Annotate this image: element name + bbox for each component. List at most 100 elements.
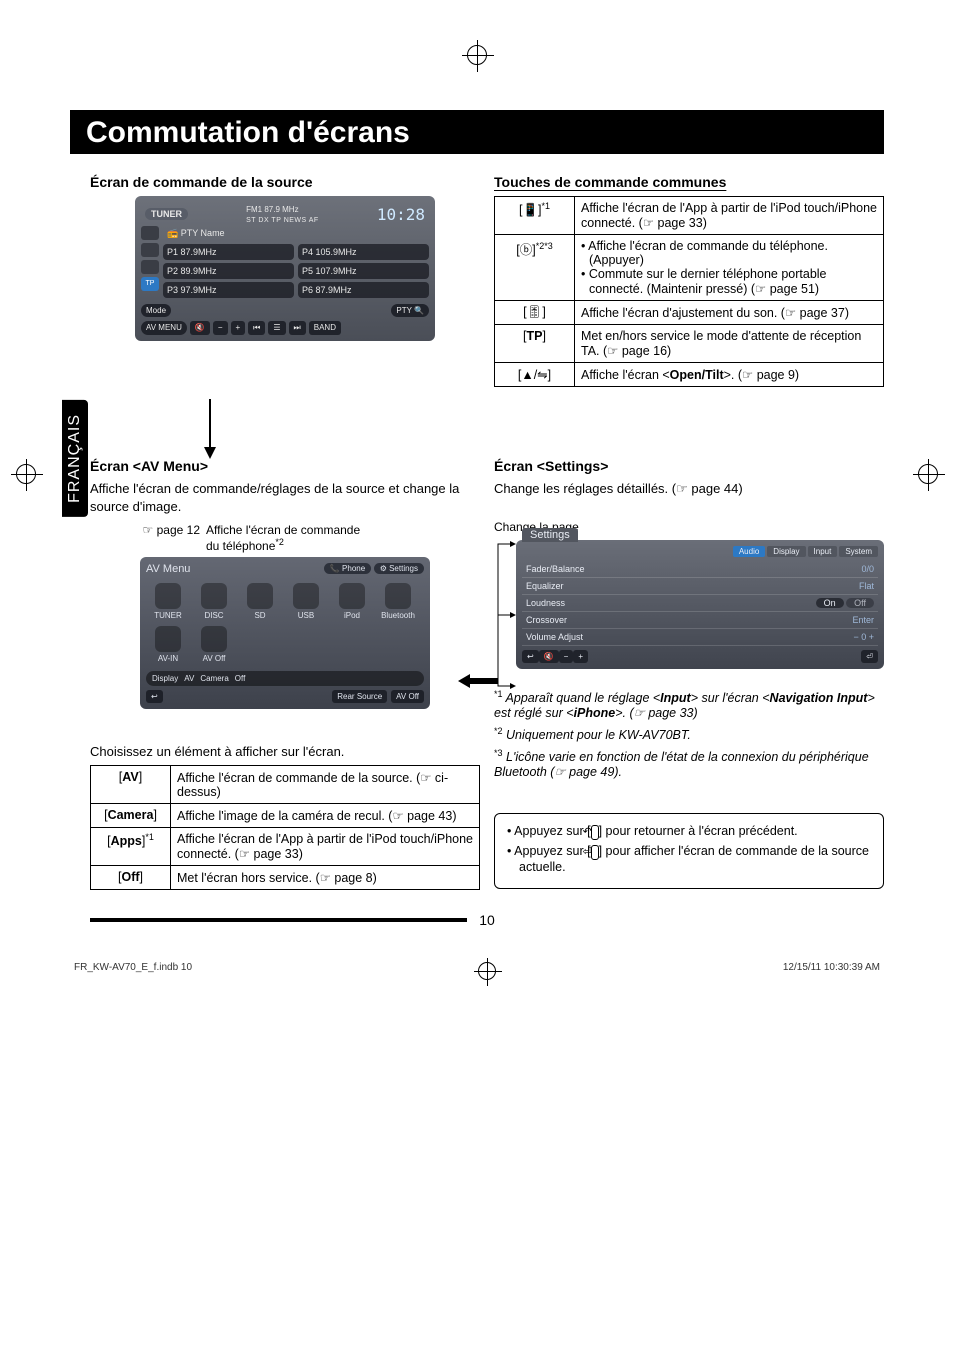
choose-item-line: Choisissez un élément à afficher sur l'é… bbox=[90, 743, 480, 761]
settings-att-icon[interactable]: 🔇 bbox=[539, 650, 559, 663]
av-bar-item[interactable]: Off bbox=[235, 674, 246, 683]
footer-timestamp: 12/15/11 10:30:39 AM bbox=[783, 962, 880, 980]
preset[interactable]: P6 87.9MHz bbox=[298, 282, 429, 298]
key-opentilt-icon: [▲/⇋] bbox=[495, 363, 575, 387]
key-tp: [[TP]TP] bbox=[495, 325, 575, 363]
av-option-desc: Affiche l'image de la caméra de recul. (… bbox=[171, 803, 480, 827]
flow-arrow-between bbox=[458, 674, 498, 691]
av-source-icon[interactable]: AV-IN bbox=[148, 626, 188, 663]
settings-row[interactable]: Volume Adjust− 0 + bbox=[522, 629, 878, 646]
key-app-desc: Affiche l'écran de l'App à partir de l'i… bbox=[575, 197, 884, 235]
settings-row[interactable]: LoudnessOn Off bbox=[522, 595, 878, 612]
back-arrow-icon: ↶ bbox=[591, 825, 599, 840]
footnotes: *1 Apparaît quand le réglage <Input> sur… bbox=[494, 689, 884, 779]
settings-return-icon[interactable]: ⏎ bbox=[861, 650, 878, 663]
key-sound-desc: Affiche l'écran d'ajustement du son. (☞ … bbox=[575, 301, 884, 325]
av-source-icon[interactable]: USB bbox=[286, 583, 326, 620]
key-app-icon: [📱]*1 bbox=[495, 197, 575, 235]
rear-source-btn[interactable]: Rear Source bbox=[332, 690, 387, 703]
av-option-key: [AV] bbox=[91, 765, 171, 803]
settings-tab[interactable]: Display bbox=[767, 546, 805, 557]
avoff-btn[interactable]: AV Off bbox=[391, 690, 424, 703]
av-source-icon[interactable]: iPod bbox=[332, 583, 372, 620]
av-option-desc: Affiche l'écran de l'App à partir de l'i… bbox=[171, 827, 480, 865]
av-option-desc: Met l'écran hors service. (☞ page 8) bbox=[171, 865, 480, 889]
key-opentilt-desc: Affiche l'écran <Open/Tilt>. (☞ page 9) bbox=[575, 363, 884, 387]
page-title-bar: Commutation d'écrans bbox=[70, 110, 884, 154]
avmenu-title: AV Menu bbox=[146, 563, 190, 575]
pty-name: 📻 PTY Name bbox=[163, 226, 429, 241]
settings-title: Settings bbox=[522, 528, 578, 542]
common-keys-heading: Touches de commande communes bbox=[494, 174, 884, 190]
tuner-indicators: ST DX TP NEWS AF bbox=[246, 217, 319, 224]
bracket-connector bbox=[494, 534, 516, 679]
settings-row[interactable]: Fader/Balance0/0 bbox=[522, 561, 878, 578]
avmenu-screenshot: AV Menu 📞 Phone ⚙ Settings TUNERDISCSDUS… bbox=[140, 557, 430, 709]
avmenu-desc: Affiche l'écran de commande/réglages de … bbox=[90, 480, 480, 515]
avmenu-callout-right-1: Affiche l'écran de commande bbox=[206, 523, 360, 537]
vol-up[interactable]: + bbox=[231, 321, 246, 335]
next-button[interactable]: ⏭ bbox=[289, 321, 306, 335]
av-option-desc: Affiche l'écran de commande de la source… bbox=[171, 765, 480, 803]
mode-button[interactable]: Mode bbox=[141, 304, 171, 317]
registration-mark-right bbox=[918, 464, 938, 484]
av-option-key: [Apps]*1 bbox=[91, 827, 171, 865]
tuner-clock: 10:28 bbox=[377, 205, 425, 224]
settings-back-icon[interactable]: ↩ bbox=[522, 650, 539, 663]
settings-pill[interactable]: ⚙ Settings bbox=[374, 563, 424, 574]
av-option-key: [Camera] bbox=[91, 803, 171, 827]
settings-volup[interactable]: + bbox=[573, 650, 588, 663]
av-source-icon[interactable]: Bluetooth bbox=[378, 583, 418, 620]
tuner-side-icons: TP bbox=[141, 226, 159, 301]
vol-down[interactable]: − bbox=[213, 321, 228, 335]
settings-heading: Écran <Settings> bbox=[494, 458, 884, 474]
source-screen-heading: Écran de commande de la source bbox=[90, 174, 480, 190]
common-keys-table: [📱]*1 Affiche l'écran de l'App à partir … bbox=[494, 196, 884, 387]
av-source-icon[interactable]: SD bbox=[240, 583, 280, 620]
registration-mark-left bbox=[16, 464, 36, 484]
settings-tab[interactable]: Audio bbox=[733, 546, 765, 557]
prev-button[interactable]: ⏮ bbox=[248, 321, 265, 335]
avmenu-options-table: [AV]Affiche l'écran de commande de la so… bbox=[90, 765, 480, 890]
av-bar-item[interactable]: Display bbox=[152, 674, 178, 683]
av-source-icon[interactable]: AV Off bbox=[194, 626, 234, 663]
back-icon[interactable]: ↩ bbox=[146, 690, 163, 703]
pty-button[interactable]: PTY 🔍 bbox=[391, 304, 429, 317]
av-source-icon[interactable]: DISC bbox=[194, 583, 234, 620]
key-sound-icon: [🎚] bbox=[495, 301, 575, 325]
preset[interactable]: P2 89.9MHz bbox=[163, 263, 294, 279]
registration-mark-top bbox=[467, 45, 487, 65]
preset[interactable]: P4 105.9MHz bbox=[298, 244, 429, 260]
footer-file: FR_KW-AV70_E_f.indb 10 bbox=[74, 962, 192, 980]
preset[interactable]: P3 97.9MHz bbox=[163, 282, 294, 298]
band-button[interactable]: BAND bbox=[309, 321, 341, 335]
settings-row[interactable]: CrossoverEnter bbox=[522, 612, 878, 629]
av-option-key: [Off] bbox=[91, 865, 171, 889]
av-source-icon[interactable]: TUNER bbox=[148, 583, 188, 620]
preset[interactable]: P1 87.9MHz bbox=[163, 244, 294, 260]
phone-pill[interactable]: 📞 Phone bbox=[324, 563, 371, 574]
settings-tab[interactable]: System bbox=[839, 546, 878, 557]
page-title: Commutation d'écrans bbox=[86, 116, 868, 150]
avmenu-heading: Écran <AV Menu> bbox=[90, 458, 480, 474]
flow-arrow-left bbox=[200, 399, 884, 462]
settings-tab[interactable]: Input bbox=[808, 546, 838, 557]
av-bar-item[interactable]: AV bbox=[184, 674, 194, 683]
settings-row[interactable]: EqualizerFlat bbox=[522, 578, 878, 595]
settings-desc: Change les réglages détaillés. (☞ page 4… bbox=[494, 480, 884, 498]
tips-box: Appuyez sur [↶] pour retourner à l'écran… bbox=[494, 813, 884, 889]
menu-icon[interactable]: ☰ bbox=[268, 321, 285, 335]
print-footer: FR_KW-AV70_E_f.indb 10 12/15/11 10:30:39… bbox=[70, 962, 884, 980]
preset-list: P1 87.9MHzP4 105.9MHzP2 89.9MHzP5 107.9M… bbox=[163, 244, 429, 298]
att-button[interactable]: 🔇 bbox=[190, 321, 210, 335]
preset[interactable]: P5 107.9MHz bbox=[298, 263, 429, 279]
registration-mark-bottom bbox=[478, 962, 496, 980]
tuner-band-freq: FM1 87.9 MHz bbox=[246, 205, 298, 214]
language-tab: FRANÇAIS bbox=[62, 400, 88, 517]
key-phone-desc: • Affiche l'écran de commande du télépho… bbox=[575, 235, 884, 301]
avmenu-callout-right-2: du téléphone bbox=[206, 539, 275, 553]
av-bar-item[interactable]: Camera bbox=[200, 674, 228, 683]
avmenu-button[interactable]: AV MENU bbox=[141, 321, 187, 335]
settings-voldown[interactable]: − bbox=[559, 650, 574, 663]
settings-screenshot: Settings AudioDisplayInputSystem Fader/B… bbox=[516, 540, 884, 669]
